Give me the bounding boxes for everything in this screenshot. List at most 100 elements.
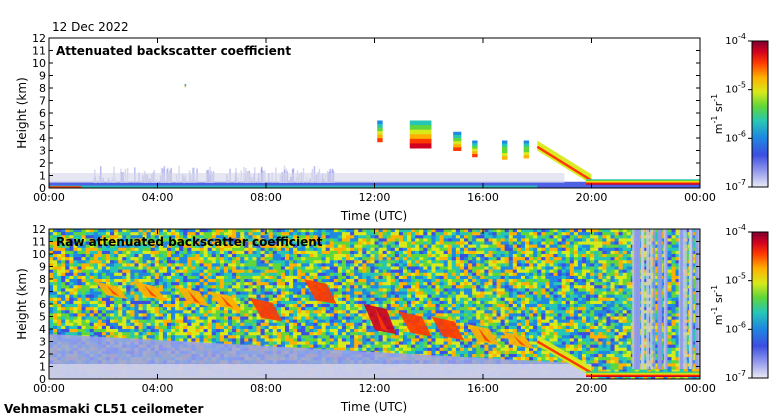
- noise-cell: [276, 294, 282, 299]
- noise-cell: [358, 338, 363, 342]
- noise-cell: [110, 300, 115, 305]
- noise-cell: [297, 235, 302, 239]
- noise-cell: [358, 341, 363, 346]
- noise-cell: [297, 272, 302, 277]
- noise-cell: [49, 235, 54, 239]
- noise-cell: [423, 257, 428, 261]
- noise-cell: [158, 272, 164, 277]
- noise-cell: [191, 272, 196, 277]
- noise-cell: [73, 250, 78, 255]
- noise-cell: [431, 266, 437, 271]
- noise-cell: [378, 241, 384, 246]
- noise-cell: [207, 254, 213, 258]
- noise-cell: [415, 272, 420, 277]
- noise-cell: [374, 304, 380, 308]
- noise-cell: [284, 341, 290, 346]
- noise-cell: [329, 235, 335, 239]
- noise-cell: [289, 319, 294, 324]
- noise-cell: [301, 250, 306, 255]
- noise-cell: [219, 269, 225, 274]
- noise-cell: [415, 304, 420, 308]
- noise-cell: [215, 250, 221, 255]
- noise-cell: [77, 275, 83, 280]
- noise-cell: [386, 263, 392, 267]
- noise-cell: [134, 269, 140, 274]
- noise-cell: [228, 244, 233, 249]
- noise-cell: [118, 232, 123, 236]
- noise-cell: [423, 350, 428, 355]
- noise-cell: [280, 316, 286, 321]
- noise-cell: [280, 310, 286, 314]
- noise-cell: [211, 304, 217, 308]
- noise-cell: [419, 269, 424, 274]
- noise-cell: [398, 269, 404, 274]
- noise-cell: [362, 322, 367, 327]
- noise-cell: [97, 322, 103, 327]
- noise-cell: [394, 269, 400, 274]
- noise-cell: [272, 325, 278, 330]
- noise-cell: [297, 254, 302, 258]
- noise-cell: [337, 250, 343, 255]
- noise-cell: [252, 322, 258, 327]
- noise-cell: [110, 282, 115, 286]
- noise-cell: [110, 232, 115, 236]
- noise-cell: [386, 297, 392, 302]
- noise-cell: [325, 332, 331, 336]
- noise-cell: [162, 235, 168, 239]
- noise-cell: [154, 235, 160, 239]
- noise-cell: [118, 257, 123, 261]
- noise-cell: [240, 254, 245, 258]
- noise-cell: [289, 241, 294, 246]
- noise-cell: [313, 329, 319, 333]
- noise-cell: [77, 238, 83, 242]
- noise-cell: [53, 313, 58, 317]
- noise-cell: [236, 310, 241, 314]
- noise-cell: [321, 244, 327, 249]
- noise-cell: [65, 244, 70, 249]
- noise-cell: [341, 244, 347, 249]
- noise-cell: [187, 310, 192, 314]
- noise-cell: [244, 257, 249, 261]
- noise-cell: [240, 332, 245, 336]
- noise-cell: [240, 294, 245, 299]
- noise-cell: [280, 307, 286, 311]
- noise-cell: [240, 235, 245, 239]
- noise-cell: [150, 313, 156, 317]
- noise-cell: [223, 282, 229, 286]
- noise-cell: [69, 297, 74, 302]
- noise-cell: [73, 300, 78, 305]
- noise-cell: [171, 332, 176, 336]
- noise-cell: [118, 335, 123, 339]
- noise-cell: [187, 235, 192, 239]
- noise-cell: [317, 247, 323, 252]
- noise-cell: [264, 235, 270, 239]
- noise-cell: [179, 247, 184, 252]
- noise-cell: [284, 247, 290, 252]
- noise-cell: [293, 319, 298, 324]
- noise-cell: [187, 263, 192, 267]
- noise-cell: [142, 257, 148, 261]
- noise-cell: [219, 291, 225, 296]
- noise-cell: [427, 347, 432, 352]
- noise-cell: [378, 260, 384, 264]
- noise-cell: [101, 291, 107, 296]
- noise-cell: [85, 325, 91, 330]
- noise-cell: [146, 300, 152, 305]
- noise-cell: [358, 310, 363, 314]
- noise-cell: [85, 238, 91, 242]
- noise-cell: [130, 304, 135, 308]
- noise-cell: [69, 307, 74, 311]
- noise-cell: [390, 310, 396, 314]
- noise-cell: [166, 260, 172, 264]
- noise-cell: [248, 291, 253, 296]
- colorbar-tick-base: 10: [725, 36, 738, 47]
- noise-cell: [362, 247, 367, 252]
- noise-cell: [171, 310, 176, 314]
- noise-cell: [77, 307, 83, 311]
- noise-cell: [57, 235, 62, 239]
- noise-cell: [175, 232, 180, 236]
- noise-cell: [272, 229, 278, 233]
- noise-cell: [61, 235, 66, 239]
- noise-cell: [240, 247, 245, 252]
- noise-cell: [175, 300, 180, 305]
